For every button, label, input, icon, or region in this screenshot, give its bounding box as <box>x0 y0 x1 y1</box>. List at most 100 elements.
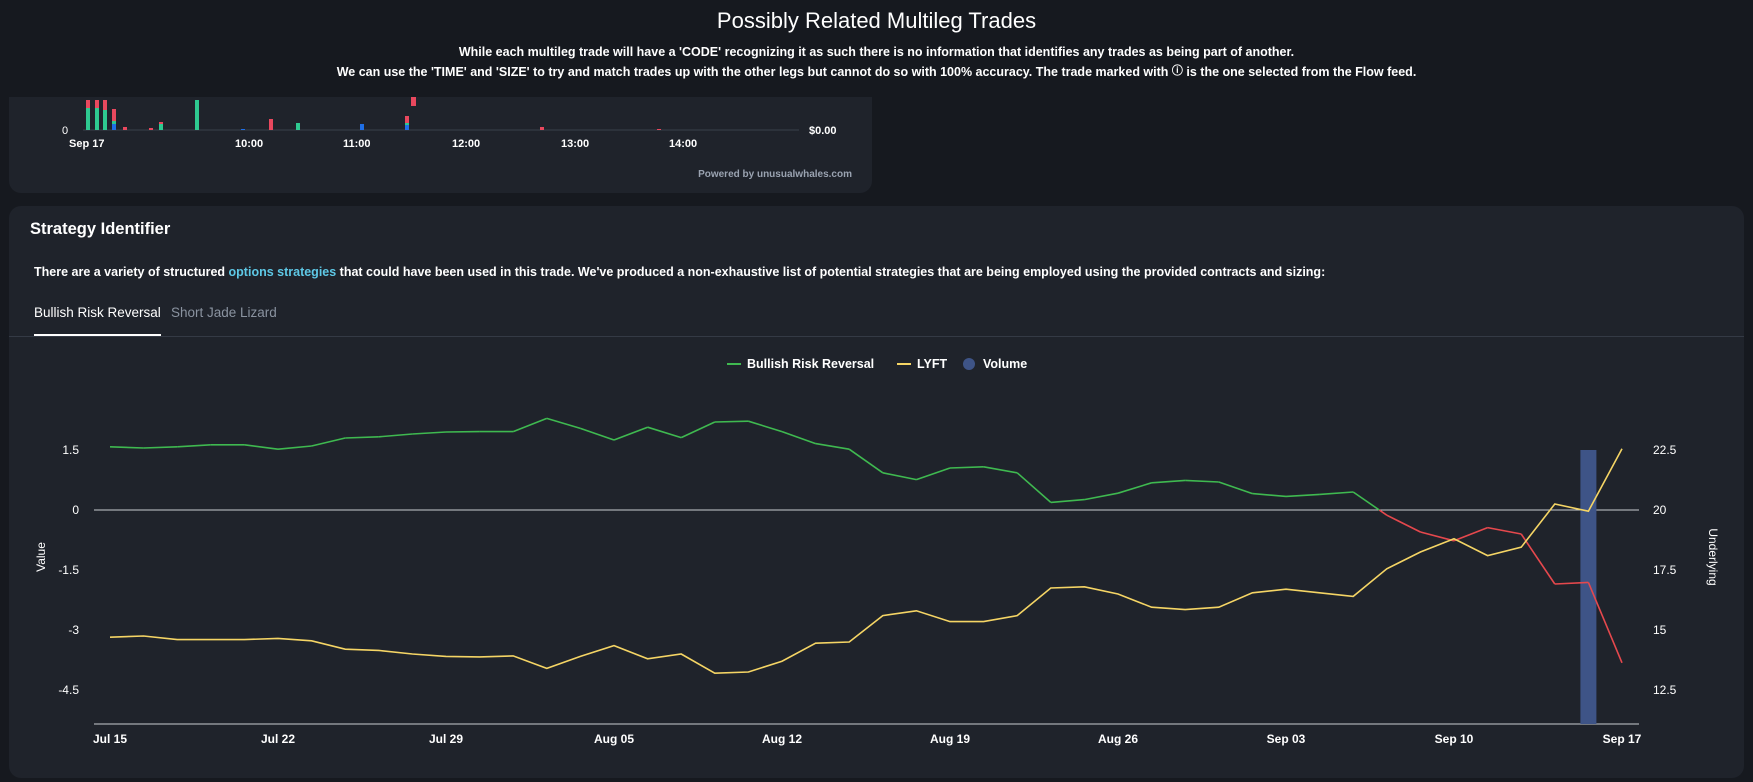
mini-volume-bar <box>405 123 409 125</box>
strategy-line-segment <box>311 437 346 447</box>
header-description-line2: We can use the 'TIME' and 'SIZE' to try … <box>0 62 1753 82</box>
mini-volume-bar <box>159 122 163 124</box>
strategy-line-segment <box>378 433 413 438</box>
mini-volume-bar <box>241 129 245 130</box>
intro-text-before: There are a variety of structured <box>34 265 229 279</box>
x-tick-label: Sep 03 <box>1267 732 1306 746</box>
strategy-line-segment <box>1117 482 1152 494</box>
mini-x-tick-label: 14:00 <box>669 138 697 150</box>
mini-x-tick-label: Sep 17 <box>69 138 104 150</box>
x-tick-label: Sep 10 <box>1435 732 1474 746</box>
x-tick-label: Jul 29 <box>429 732 463 746</box>
y-right-tick-label: 22.5 <box>1653 443 1677 457</box>
strategy-chart: Bullish Risk Reversal LYFT Volume 1.5 0 -1.5 -… <box>34 357 1720 746</box>
mini-chart-svg: 0 $0.00 Sep 17 10:00 11:00 12:00 13:00 14:00 <box>62 97 837 150</box>
mini-volume-bar <box>540 127 544 130</box>
mini-volume-bar <box>149 128 153 130</box>
x-tick-label: Aug 05 <box>594 732 634 746</box>
strategy-line-segment <box>680 421 716 439</box>
y-right-tick-label: 20 <box>1653 503 1667 517</box>
strategy-line-segment <box>815 442 850 450</box>
mini-x-tick-label: 11:00 <box>343 138 371 150</box>
strategy-line-segment <box>613 426 648 441</box>
strategy-line-segment <box>1016 472 1052 504</box>
mini-volume-bar <box>411 97 416 106</box>
powered-by-text[interactable]: Powered by unusualwhales.com <box>698 169 852 180</box>
strategy-line-segment <box>1185 479 1219 483</box>
strategy-line-segment <box>109 446 144 449</box>
strategy-tabs: Bullish Risk Reversal Short Jade Lizard <box>9 292 1744 337</box>
mini-x-tick-label: 12:00 <box>452 138 480 150</box>
mini-volume-bar <box>296 123 300 130</box>
mini-volume-bar <box>95 100 99 108</box>
legend-label: LYFT <box>917 357 947 371</box>
strategy-line-segment <box>1352 491 1380 511</box>
mini-volume-bar <box>103 100 107 110</box>
tab-short-jade-lizard[interactable]: Short Jade Lizard <box>171 305 277 320</box>
strategy-line-segment <box>277 445 312 450</box>
strategy-line-segment <box>143 446 178 449</box>
y-left-axis-title: Value <box>34 542 48 572</box>
y-left-tick-label: -3 <box>68 623 79 637</box>
strategy-line-segment <box>1084 492 1119 501</box>
strategy-line-segment <box>882 472 917 481</box>
header-line2-before: We can use the 'TIME' and 'SIZE' to try … <box>336 65 1172 79</box>
lyft-price-line <box>109 448 1623 675</box>
y-right-axis-title: Underlying <box>1706 528 1720 585</box>
mini-zero-label: 0 <box>62 125 68 137</box>
strategy-line-segment <box>412 431 447 435</box>
x-tick-label: Aug 19 <box>930 732 970 746</box>
tab-bullish-risk-reversal[interactable]: Bullish Risk Reversal <box>34 305 161 336</box>
strategy-line-segment <box>781 430 816 445</box>
mini-volume-bar <box>112 121 116 124</box>
mini-volume-bar <box>405 116 409 120</box>
strategy-line-segment <box>345 436 379 439</box>
strategy-line-segment <box>1151 479 1186 484</box>
mini-volume-bar <box>112 109 116 121</box>
strategy-line-segment <box>714 420 749 423</box>
strategy-line-segment <box>1378 509 1388 516</box>
x-tick-label: Aug 26 <box>1098 732 1138 746</box>
y-right-tick-label: 17.5 <box>1653 563 1677 577</box>
y-right-tick-label: 15 <box>1653 623 1667 637</box>
mini-volume-bar <box>657 129 661 130</box>
strategy-line-segment <box>1252 492 1287 498</box>
strategy-line-segment <box>1554 581 1589 585</box>
strategy-line-segment <box>244 444 279 450</box>
legend-label: Volume <box>983 357 1027 371</box>
strategy-identifier-card: Bullish Risk Reversal LYFT Volume 1.5 0 -1.5 -… <box>9 206 1744 778</box>
y-right-tick-label: 12.5 <box>1653 683 1677 697</box>
mini-volume-bar <box>195 100 199 130</box>
mini-price-label: $0.00 <box>809 125 837 137</box>
strategy-line-segment <box>748 420 783 433</box>
legend-swatch <box>963 358 975 370</box>
x-tick-label: Aug 12 <box>762 732 802 746</box>
x-tick-label: Jul 22 <box>261 732 295 746</box>
strategy-line-segment <box>1520 533 1556 585</box>
y-left-tick-label: 0 <box>72 503 79 517</box>
header-line2-after: is the one selected from the Flow feed. <box>1182 65 1417 79</box>
mini-volume-bar <box>86 108 90 130</box>
y-left-tick-label: -4.5 <box>58 683 79 697</box>
y-left-tick-label: 1.5 <box>62 443 79 457</box>
volume-bar <box>1580 450 1597 724</box>
strategy-line-segment <box>949 466 984 469</box>
strategy-line-segment <box>1453 526 1488 542</box>
strategy-line-segment <box>1285 493 1320 498</box>
strategy-line-segment <box>983 466 1018 474</box>
strategy-line-segment <box>512 417 548 433</box>
mini-volume-bar <box>123 127 127 130</box>
mini-volume-bar <box>360 124 364 130</box>
mini-volume-bar <box>405 120 409 123</box>
strategy-line-segment <box>848 448 884 474</box>
mini-volume-bar <box>405 125 409 130</box>
mini-volume-bar <box>103 110 107 130</box>
page-title: Possibly Related Multileg Trades <box>716 8 1037 33</box>
strategy-line-segment <box>177 444 211 448</box>
strategy-line-segment <box>647 426 682 439</box>
page-header: Possibly Related Multileg Trades While e… <box>0 0 1753 82</box>
mini-x-tick-label: 13:00 <box>561 138 589 150</box>
options-strategies-link[interactable]: options strategies <box>228 265 337 279</box>
mini-volume-chart: 0 $0.00 Sep 17 10:00 11:00 12:00 13:00 14:00 Po… <box>9 97 872 193</box>
strategy-line-segment <box>1587 582 1623 664</box>
